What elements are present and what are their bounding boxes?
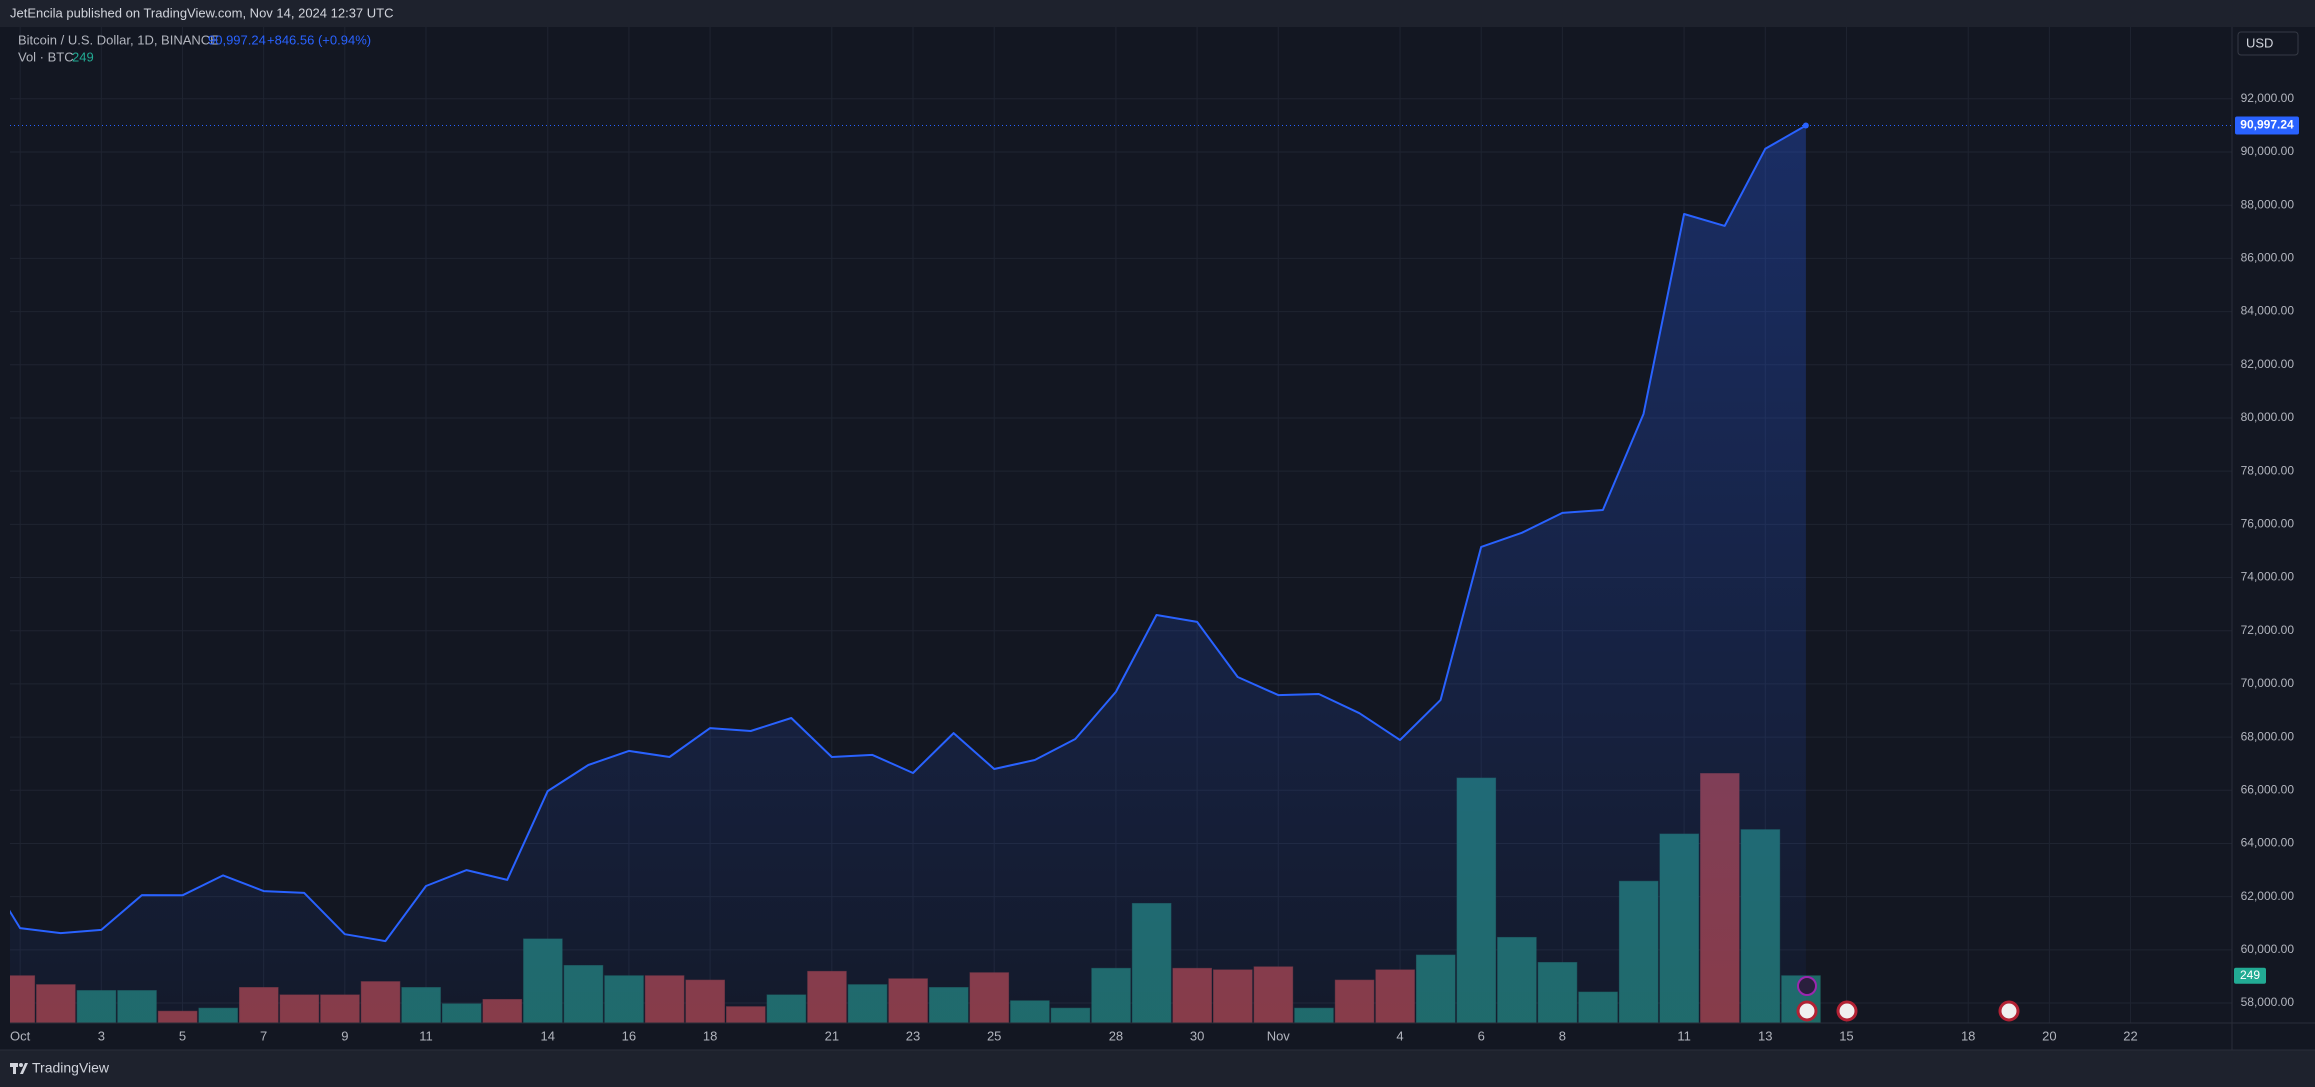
header-text: JetEncila published on TradingView.com, …: [10, 5, 394, 20]
y-tick-label: 76,000.00: [2241, 517, 2295, 531]
y-tick-label: 84,000.00: [2241, 304, 2295, 318]
logo-part: [20, 1063, 28, 1074]
y-tick-label: 82,000.00: [2241, 357, 2295, 371]
x-tick-label: 28: [1109, 1028, 1123, 1043]
y-tick-label: 70,000.00: [2241, 676, 2295, 690]
logo-part: [19, 1063, 23, 1067]
x-tick-label: 25: [987, 1028, 1001, 1043]
x-tick-label: 11: [419, 1028, 433, 1043]
x-tick-label: 9: [341, 1028, 348, 1043]
y-tick-label: 62,000.00: [2241, 889, 2295, 903]
x-tick-label: 3: [98, 1028, 105, 1043]
currency-button[interactable]: [2237, 31, 2299, 56]
price-line: [10, 124, 1807, 943]
y-tick-label: 90,000.00: [2241, 144, 2295, 158]
x-tick-label: 14: [541, 1028, 555, 1043]
header-bar: [0, 0, 2315, 27]
x-tick-label: 20: [2042, 1028, 2056, 1043]
event-icon[interactable]: [1836, 1000, 1858, 1022]
x-tick-label: 13: [1758, 1028, 1772, 1043]
y-tick-label: 88,000.00: [2241, 197, 2295, 211]
last-price-box: [2235, 116, 2299, 135]
y-tick-label: 78,000.00: [2241, 463, 2295, 477]
y-tick-label: 66,000.00: [2241, 782, 2295, 796]
y-tick-label: 58,000.00: [2241, 995, 2295, 1009]
event-icon[interactable]: [1797, 976, 1817, 996]
y-tick-label: 64,000.00: [2241, 836, 2295, 850]
x-tick-label: 22: [2123, 1028, 2137, 1043]
event-icon[interactable]: [1796, 1000, 1818, 1022]
legend-price: 90,997.24: [208, 32, 266, 47]
last-price-label: 90,997.24: [2240, 118, 2294, 132]
y-tick-label: 72,000.00: [2241, 623, 2295, 637]
currency-label[interactable]: USD: [2246, 35, 2273, 50]
last-point: [1802, 122, 1809, 129]
last-volume-box: [2234, 967, 2266, 984]
x-tick-label: 11: [1677, 1028, 1691, 1043]
x-tick-label: 7: [260, 1028, 267, 1043]
legend-volume-name: Vol · BTC: [18, 49, 74, 64]
y-tick-label: 60,000.00: [2241, 942, 2295, 956]
x-tick-label: 8: [1559, 1028, 1566, 1043]
x-tick-label: 21: [825, 1028, 839, 1043]
y-tick-label: 68,000.00: [2241, 729, 2295, 743]
event-icons: [1796, 976, 2020, 1022]
x-tick-label: 15: [1839, 1028, 1853, 1043]
footer-text: TradingView: [32, 1060, 110, 1076]
y-tick-label: 74,000.00: [2241, 570, 2295, 584]
x-tick-label: 30: [1190, 1028, 1204, 1043]
x-tick-label: 5: [179, 1028, 186, 1043]
x-tick-label: 16: [622, 1028, 636, 1043]
x-tick-label: 23: [906, 1028, 920, 1043]
x-tick-label: 18: [703, 1028, 717, 1043]
y-tick-label: 80,000.00: [2241, 410, 2295, 424]
logo-part: [13, 1063, 16, 1074]
x-tick-label: 4: [1396, 1028, 1403, 1043]
x-tick-label: Nov: [1267, 1028, 1291, 1043]
legend-volume: 249: [72, 49, 94, 64]
footer-logo: [10, 1063, 28, 1074]
x-tick-label: 6: [1478, 1028, 1485, 1043]
price-area: [10, 125, 1806, 1023]
x-tick-label: Oct: [10, 1028, 31, 1043]
footer-bar: [0, 1050, 2315, 1087]
event-icon[interactable]: [1998, 1000, 2020, 1022]
y-tick-label: 86,000.00: [2241, 251, 2295, 265]
legend-symbol: Bitcoin / U.S. Dollar, 1D, BINANCE: [18, 32, 219, 47]
legend-change: +846.56 (+0.94%): [267, 32, 371, 47]
last-volume-label: 249: [2240, 968, 2260, 982]
y-tick-label: 92,000.00: [2241, 91, 2295, 105]
x-tick-label: 18: [1961, 1028, 1975, 1043]
